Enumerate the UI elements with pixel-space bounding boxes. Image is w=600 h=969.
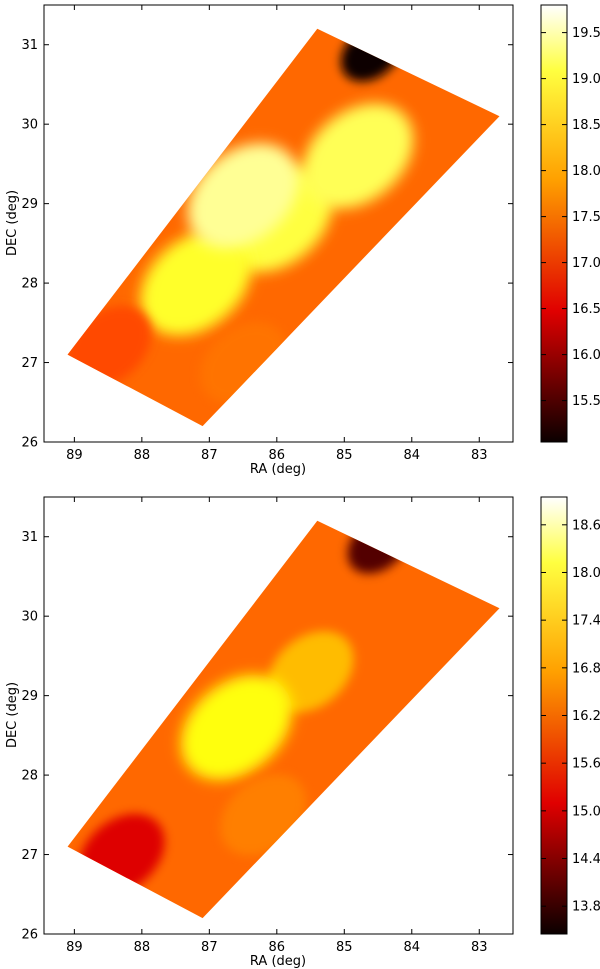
colorbar-tick-label: 19.0 bbox=[572, 72, 600, 87]
chart-panel-bottom: 89 88 87 86 85 84 83 26 27 28 29 30 31 RA (deg) DEC… bbox=[5, 496, 600, 969]
colorbar-tick-label: 14.4 bbox=[572, 852, 600, 867]
y-tick-label: 30 bbox=[21, 610, 38, 625]
colorbar-tick-label: 17.4 bbox=[572, 614, 600, 629]
heatmap-region bbox=[180, 674, 292, 780]
colorbar-tick-label: 18.5 bbox=[572, 118, 600, 133]
colorbar-tick-label: 16.5 bbox=[572, 302, 600, 317]
x-tick-label: 84 bbox=[404, 940, 421, 955]
x-tick-label: 88 bbox=[134, 448, 151, 463]
x-tick-label: 85 bbox=[336, 940, 353, 955]
x-tick-label: 87 bbox=[201, 448, 218, 463]
x-axis-label: RA (deg) bbox=[250, 462, 306, 477]
heatmap-region bbox=[302, 103, 414, 209]
x-tick-label: 83 bbox=[471, 448, 488, 463]
x-axis-ticks: 89 88 87 86 85 84 83 bbox=[66, 5, 488, 463]
x-tick-label: 83 bbox=[471, 940, 488, 955]
colorbar-tick-label: 17.0 bbox=[572, 256, 600, 271]
colorbar-ticks: 15.5 16.0 16.5 17.0 17.5 18.0 18.5 19.0 19.5 bbox=[541, 26, 600, 409]
y-axis-label: DEC (deg) bbox=[5, 190, 20, 256]
x-tick-label: 87 bbox=[201, 940, 218, 955]
y-tick-label: 28 bbox=[21, 769, 38, 784]
x-axis-ticks: 89 88 87 86 85 84 83 bbox=[66, 497, 488, 955]
colorbar-tick-label: 19.5 bbox=[572, 26, 600, 41]
y-tick-label: 30 bbox=[21, 118, 38, 133]
plot-frame bbox=[43, 4, 514, 443]
colorbar-tick-label: 13.8 bbox=[572, 900, 600, 915]
x-tick-label: 84 bbox=[404, 448, 421, 463]
heatmap-region bbox=[267, 631, 354, 713]
x-tick-label: 89 bbox=[66, 940, 83, 955]
heatmap-region bbox=[187, 143, 299, 249]
plot-frame bbox=[43, 496, 514, 935]
colorbar-tick-label: 15.6 bbox=[572, 757, 600, 772]
colorbar-tick-label: 16.2 bbox=[572, 709, 600, 724]
y-tick-label: 29 bbox=[21, 197, 38, 212]
y-tick-label: 27 bbox=[21, 848, 38, 863]
y-axis-ticks: 26 27 28 29 30 31 bbox=[21, 530, 513, 943]
y-tick-label: 31 bbox=[21, 530, 38, 545]
heatmap-plot-area bbox=[67, 28, 500, 427]
chart-panel-top: 89 88 87 86 85 84 83 26 27 28 29 30 31 RA (deg) DEC… bbox=[5, 4, 600, 477]
x-axis-label: RA (deg) bbox=[250, 954, 306, 969]
y-tick-label: 28 bbox=[21, 277, 38, 292]
x-tick-label: 89 bbox=[66, 448, 83, 463]
colorbar-tick-label: 18.0 bbox=[572, 566, 600, 581]
colorbar-ticks: 13.8 14.4 15.0 15.6 16.2 16.8 17.4 18.0 18.6 bbox=[541, 518, 600, 915]
y-tick-label: 27 bbox=[21, 356, 38, 371]
x-tick-label: 85 bbox=[336, 448, 353, 463]
y-tick-label: 26 bbox=[21, 928, 38, 943]
y-axis-label: DEC (deg) bbox=[5, 682, 20, 748]
colorbar-tick-label: 16.8 bbox=[572, 661, 600, 676]
y-tick-label: 26 bbox=[21, 436, 38, 451]
colorbar-tick-label: 18.0 bbox=[572, 164, 600, 179]
x-tick-label: 88 bbox=[134, 940, 151, 955]
colorbar-tick-label: 18.6 bbox=[572, 518, 600, 533]
heatmap-plot-area bbox=[67, 520, 500, 919]
y-tick-label: 29 bbox=[21, 689, 38, 704]
y-axis-ticks: 26 27 28 29 30 31 bbox=[21, 38, 513, 451]
colorbar-tick-label: 17.5 bbox=[572, 210, 600, 225]
y-tick-label: 31 bbox=[21, 38, 38, 53]
colorbar-tick-label: 15.5 bbox=[572, 394, 600, 409]
x-tick-label: 86 bbox=[269, 448, 286, 463]
heatmap-region bbox=[140, 230, 252, 336]
x-tick-label: 86 bbox=[269, 940, 286, 955]
colorbar-tick-label: 16.0 bbox=[572, 348, 600, 363]
colorbar-tick-label: 15.0 bbox=[572, 804, 600, 819]
colorbar bbox=[540, 4, 568, 443]
